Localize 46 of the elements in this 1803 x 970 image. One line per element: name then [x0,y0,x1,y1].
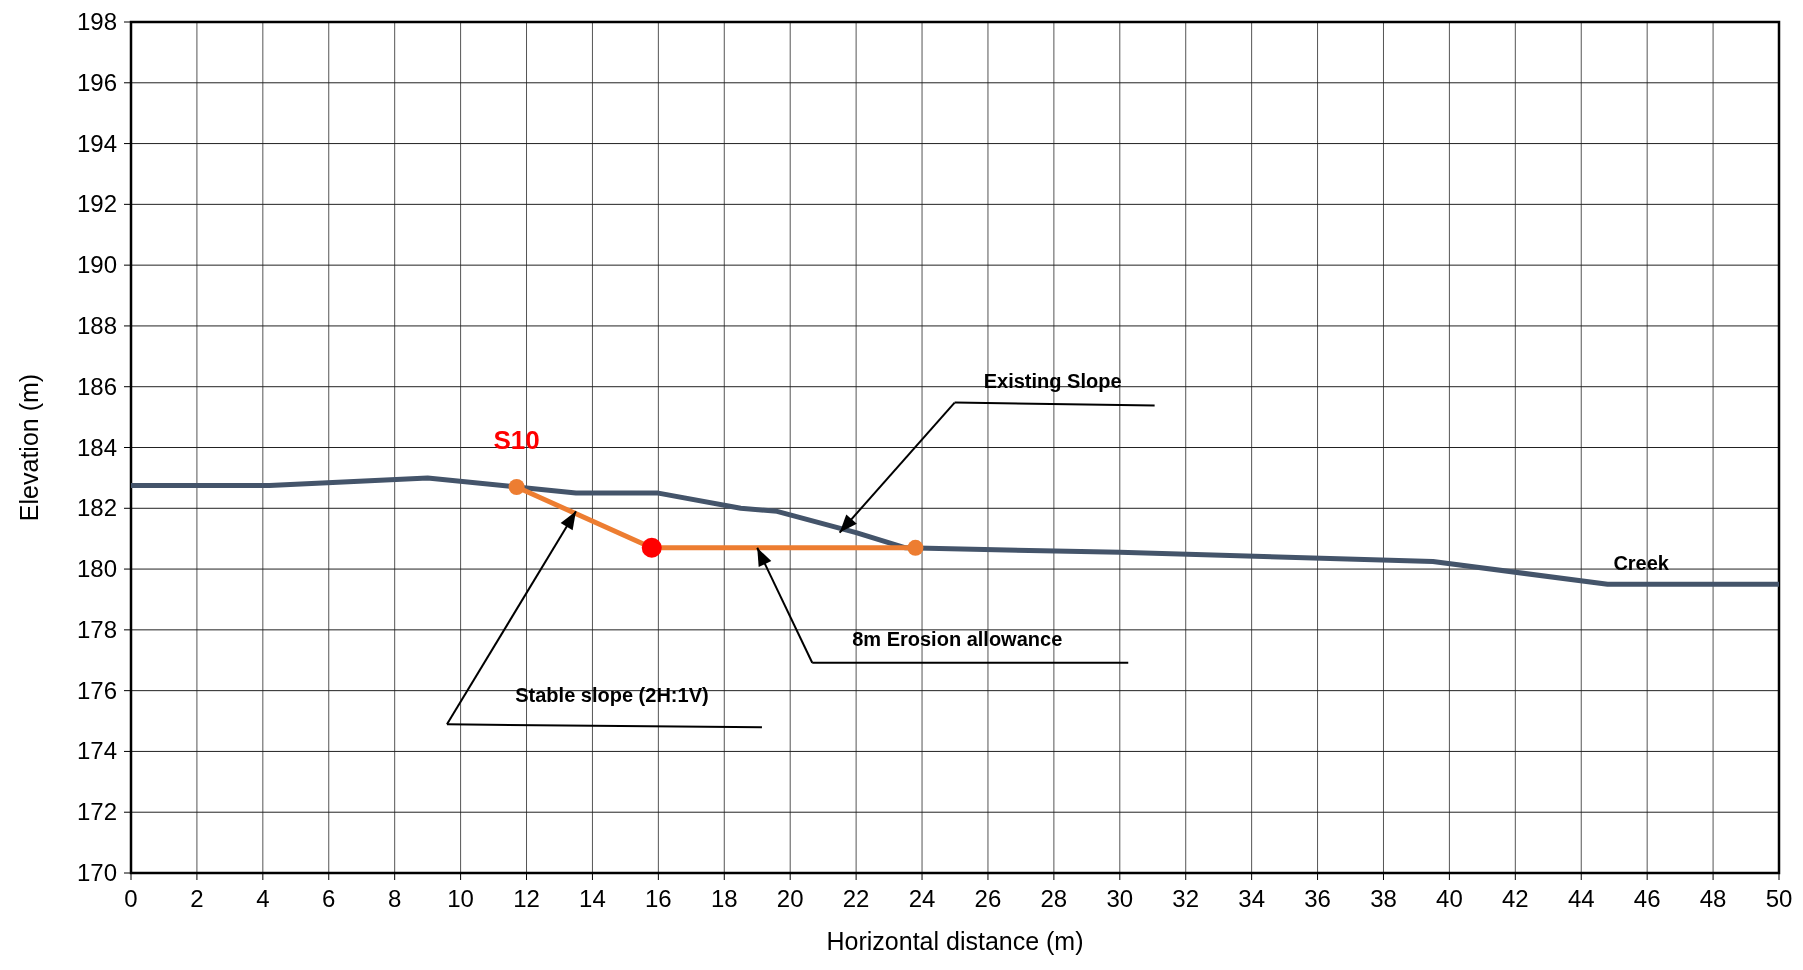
y-tick-label: 186 [76,372,117,400]
x-tick-label: 44 [1567,885,1595,912]
x-tick-label: 46 [1633,885,1661,912]
x-tick-label: 10 [447,885,474,912]
x-tick-label: 40 [1436,885,1463,912]
x-axis-title: Horizontal distance (m) [826,927,1084,955]
x-tick-label: 26 [974,885,1002,912]
y-tick-label: 172 [76,798,117,826]
y-tick-label: 188 [76,311,117,339]
annotation: Existing Slope [983,369,1122,392]
x-tick-label: 28 [1040,885,1068,912]
y-tick-label: 182 [76,494,117,522]
y-tick-label: 178 [76,615,117,643]
y-tick-label: 174 [76,737,117,765]
x-tick-label: 22 [842,885,870,912]
y-tick-label: 192 [76,190,117,218]
x-tick-label: 30 [1106,885,1134,912]
y-axis-title: Elevation (m) [15,373,43,522]
x-tick-label: 48 [1699,885,1727,912]
annotation: 8m Erosion allowance [852,627,1063,650]
x-tick-label: 24 [908,885,936,912]
x-tick-label: 36 [1304,885,1331,912]
x-tick-label: 12 [513,885,540,912]
y-tick-label: 190 [76,251,117,279]
x-tick-label: 14 [579,885,606,912]
y-tick-label: 170 [76,859,117,886]
x-tick-label: 0 [124,885,138,912]
annotation: Creek [1613,552,1670,575]
y-tick-label: 198 [76,8,117,35]
x-tick-label: 16 [645,885,672,912]
x-tick-label: 4 [256,885,270,912]
x-tick-label: 20 [776,885,804,912]
x-tick-label: 42 [1501,885,1529,912]
x-tick-label: 6 [322,885,336,912]
x-tick-label: 8 [388,885,402,912]
x-tick-label: 38 [1370,885,1397,912]
x-tick-label: 32 [1172,885,1200,912]
y-tick-label: 194 [76,129,117,157]
y-tick-label: 176 [76,676,117,704]
x-tick-label: 18 [710,885,738,912]
x-tick-label: 2 [190,885,204,912]
y-tick-label: 180 [76,555,117,583]
x-tick-label: 34 [1238,885,1265,912]
y-tick-label: 196 [76,68,117,96]
y-tick-label: 184 [76,433,117,461]
x-tick-label: 50 [1765,885,1793,912]
